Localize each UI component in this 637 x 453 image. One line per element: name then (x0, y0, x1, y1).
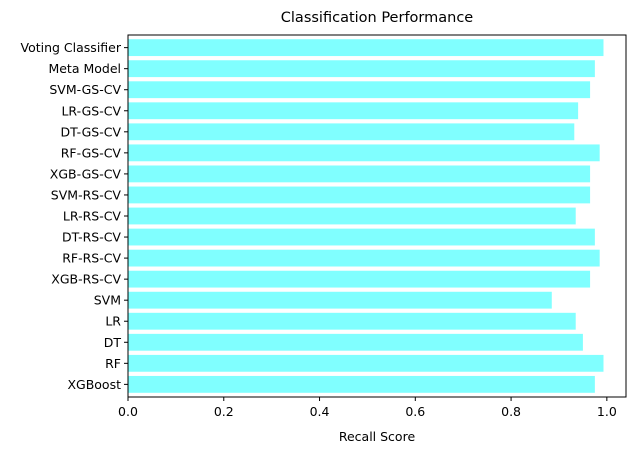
bar-lr-rs-cv (128, 207, 576, 225)
bar-rf (128, 354, 604, 372)
bar-xgboost (128, 375, 595, 393)
bar-dt-gs-cv (128, 123, 575, 141)
y-tick-label: XGB-RS-CV (51, 272, 121, 287)
y-tick-label: XGB-GS-CV (50, 166, 122, 181)
bar-svm-rs-cv (128, 186, 591, 204)
bar-lr-gs-cv (128, 102, 579, 120)
bar-rf-gs-cv (128, 144, 600, 162)
bar-meta-model (128, 60, 595, 78)
x-axis-ticks: 0.0 0.2 0.4 0.6 0.8 1.0 (118, 397, 617, 419)
x-tick-label: 0.6 (405, 404, 425, 419)
y-tick-label: RF-GS-CV (61, 145, 122, 160)
y-tick-label: DT (104, 335, 122, 350)
bar-svm (128, 291, 552, 309)
bar-rf-rs-cv (128, 249, 600, 267)
bar-lr (128, 312, 576, 330)
plot-frame (127, 34, 627, 398)
x-tick-label: 0.8 (501, 404, 521, 419)
y-tick-label: SVM-GS-CV (49, 82, 121, 97)
y-tick-label: LR-GS-CV (61, 103, 121, 118)
bar-voting-classifier (128, 39, 604, 57)
y-tick-label: LR-RS-CV (63, 209, 122, 224)
y-tick-label: DT-GS-CV (61, 124, 122, 139)
y-tick-label: RF-RS-CV (62, 251, 121, 266)
bar-dt-rs-cv (128, 228, 595, 246)
x-tick-label: 0.0 (118, 404, 138, 419)
y-tick-label: RF (105, 356, 121, 371)
y-tick-label: LR (105, 314, 121, 329)
chart-title: Classification Performance (281, 10, 474, 26)
y-tick-label: DT-RS-CV (62, 230, 121, 245)
y-tick-label: XGBoost (67, 377, 121, 392)
y-tick-label: Voting Classifier (21, 40, 122, 55)
bar-xgb-rs-cv (128, 270, 591, 288)
y-axis-ticks: XGBoost RF DT LR SVM XGB-RS-CV RF-RS-CV DT-RS-C… (21, 40, 128, 392)
x-tick-label: 0.2 (214, 404, 234, 419)
x-tick-label: 1.0 (597, 404, 617, 419)
bar-svm-gs-cv (128, 81, 591, 99)
y-tick-label: Meta Model (48, 61, 121, 76)
y-tick-label: SVM-RS-CV (51, 187, 122, 202)
bar-xgb-gs-cv (128, 165, 591, 183)
x-tick-label: 0.4 (310, 404, 330, 419)
bar-dt (128, 333, 583, 351)
y-tick-label: SVM (94, 293, 121, 308)
bars-group (128, 39, 604, 393)
x-axis-label: Recall Score (339, 429, 416, 444)
